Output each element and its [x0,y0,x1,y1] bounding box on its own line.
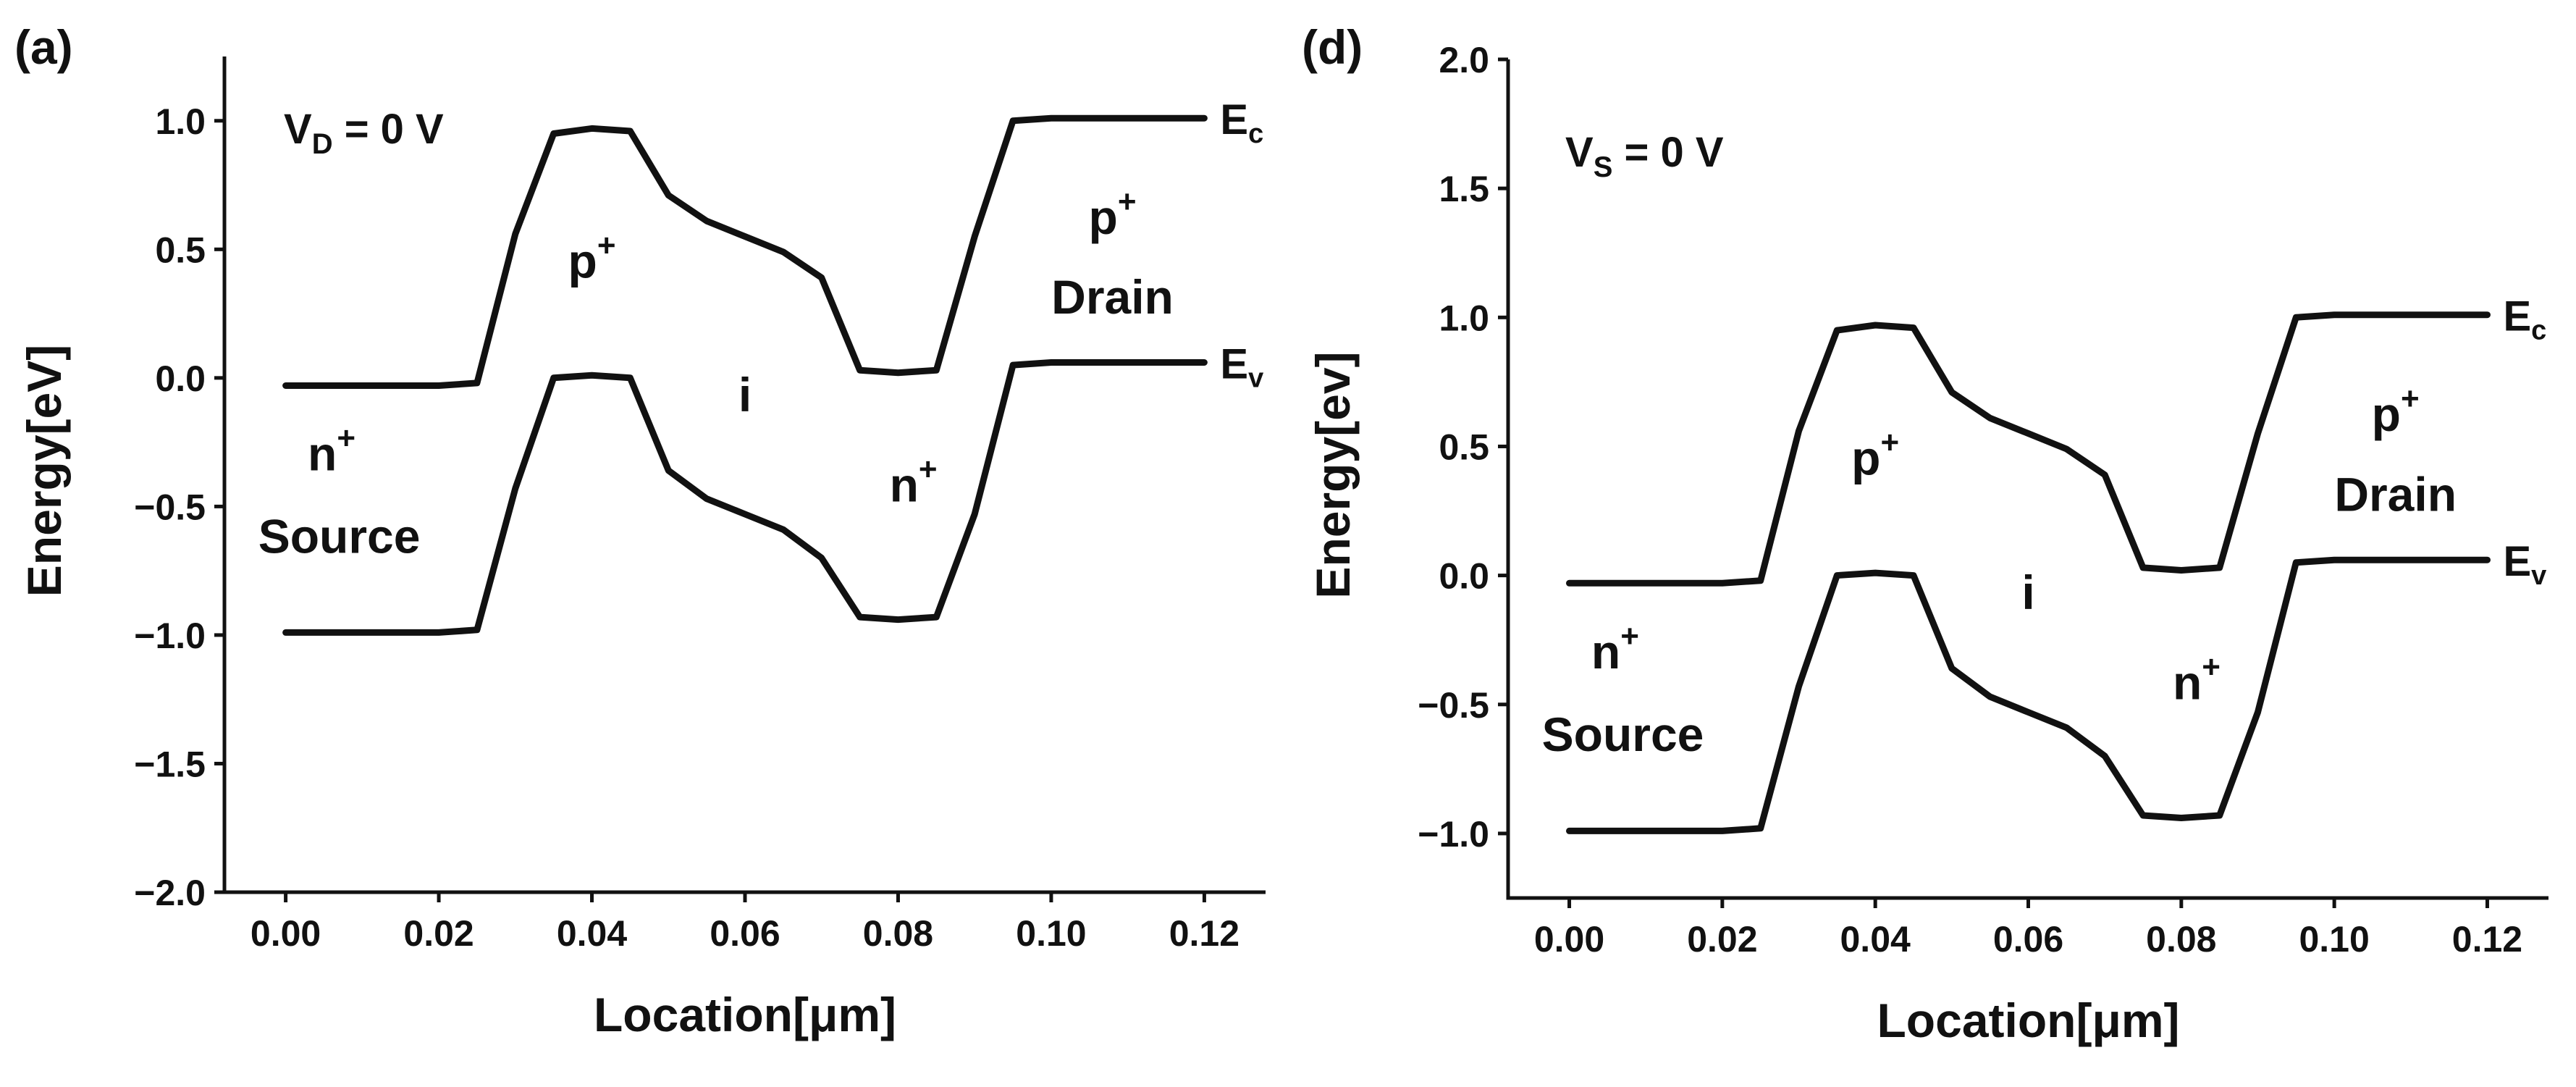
x-tick-label: 0.02 [403,913,473,954]
series-line-ev [282,359,1208,636]
panel-a: (a) 1.0 0.5 0.0 −0.5 −1.0 −1.5 −2.0 0.00 0.02 0.04… [14,20,1266,1041]
x-tick-label: 0.02 [1687,919,1757,960]
x-tick-label: 0.06 [1993,919,2063,960]
bias-annotation: VS = 0 V [1565,129,1724,183]
y-tick-label: −0.5 [134,487,206,527]
axis-lines [1506,59,2548,900]
y-tick-label: −0.5 [1418,685,1489,726]
y-tick-label: −1.5 [134,744,206,784]
series-line-ec [282,114,1208,389]
region-label: n+ [308,421,355,481]
series-line-ev [1566,556,2491,834]
y-tick-label: −1.0 [134,616,206,656]
y-tick-label: 2.0 [1439,40,1489,80]
series-label-ec: Ec [2503,293,2546,346]
bias-annotation: VD = 0 V [284,106,444,160]
region-label: n+ [2173,650,2221,710]
region-label: p+ [1089,184,1137,244]
y-axis-title: Energy[ev] [1306,351,1360,598]
region-label: Drain [1051,270,1174,324]
region-label: i [738,368,752,421]
region-label: p+ [568,227,616,288]
x-tick-label: 0.06 [710,913,780,954]
x-tick-label: 0.08 [2146,919,2216,960]
region-label: Drain [2334,468,2457,521]
y-tick-label: 0.5 [155,230,206,270]
x-tick-label: 0.10 [1016,913,1086,954]
x-tick-label: 0.04 [1840,919,1911,960]
axis-lines [222,56,1266,894]
panel-label: (a) [14,20,73,74]
region-label: i [2021,566,2034,619]
y-tick-label: 1.0 [155,101,206,142]
y-axis-title: Energy[eV] [17,345,71,597]
panel-label: (d) [1302,20,1363,74]
y-tick-label: 1.5 [1439,169,1489,209]
x-tick-label: 0.12 [1169,913,1239,954]
region-label: n+ [1591,618,1639,679]
series-label-ev: Ev [2503,538,2546,591]
series-label-ev: Ev [1220,341,1263,394]
x-tick-label: 0.10 [2299,919,2369,960]
region-label: n+ [890,451,938,511]
x-tick-label: 0.08 [863,913,933,954]
region-label: p+ [1851,425,1899,485]
x-axis-title: Location[μm] [1877,994,2179,1047]
region-label: Source [258,509,421,563]
x-tick-label: 0.04 [557,913,628,954]
region-label: Source [1542,708,1704,761]
x-axis-title: Location[μm] [594,988,896,1041]
y-tick-label: −1.0 [1418,814,1489,855]
x-tick-label: 0.12 [2452,919,2522,960]
y-tick-label: −2.0 [134,873,206,913]
y-tick-label: 1.0 [1439,298,1489,338]
y-tick-label: 0.0 [155,358,206,399]
series-label-ec: Ec [1220,96,1263,149]
series-line-ec [1566,311,2491,587]
x-tick-label: 0.00 [251,913,321,954]
region-label: p+ [2372,381,2420,441]
panel-d: (d) 2.0 1.5 1.0 0.5 0.0 −0.5 −1.0 0.00 0.02 0.04 0.… [1302,20,2548,1047]
x-tick-label: 0.00 [1534,919,1604,960]
y-tick-label: 0.5 [1439,427,1489,467]
y-tick-label: 0.0 [1439,556,1489,597]
